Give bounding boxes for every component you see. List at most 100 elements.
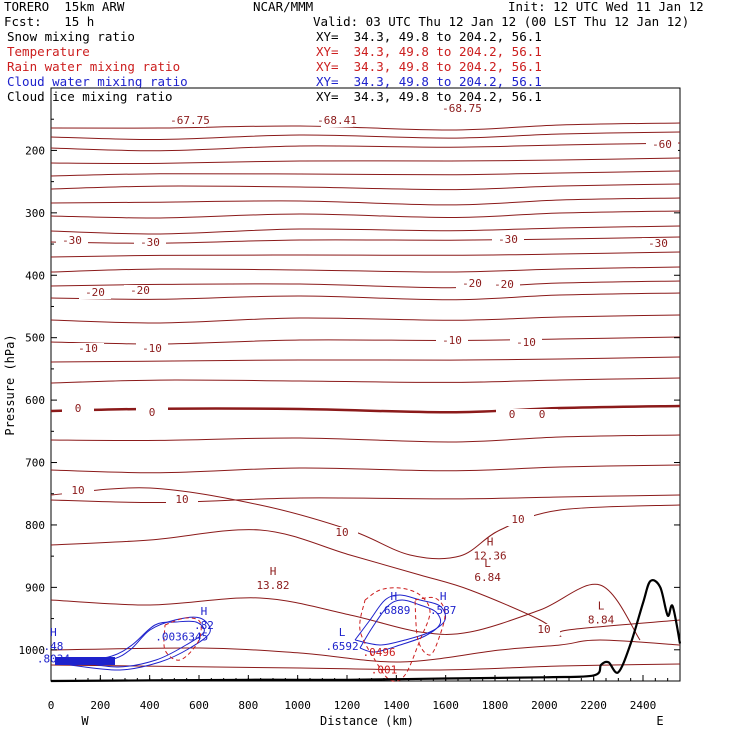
cloud-water-core [55,657,115,665]
isotherm-label: -20 [85,286,105,299]
extremum-value: .587 [430,604,457,617]
extremum-value: 13.82 [256,579,289,592]
isotherm-label: 10 [335,526,348,539]
init-time: Init: 12 UTC Wed 11 Jan 12 [508,0,704,14]
isotherm [50,639,681,663]
isotherm-label: 0 [539,408,546,421]
isotherm-label: -30 [140,236,160,249]
x-tick-label: 1000 [284,699,311,712]
field-xy-snow: XY= 34.3, 49.8 to 204.2, 56.1 [316,29,542,44]
isotherm-label-bg [436,335,468,347]
isotherm-label-bg [326,527,358,539]
isotherm-label-bg [62,403,94,415]
isotherm [50,356,681,363]
field-name-snow: Snow mixing ratio [7,29,135,44]
extremum-mark: H [440,590,447,603]
isotherm-label: -20 [462,277,482,290]
isotherm-label: -67.75 [170,114,210,127]
y-tick-label: 300 [25,207,45,220]
extremum-value: 6.84 [474,571,501,584]
isotherm [50,377,681,384]
terrain-line [50,579,682,683]
x-tick-label: 2000 [531,699,558,712]
isotherm-label-bg [502,514,534,526]
isotherm [50,142,681,152]
isotherm-label-bg [72,343,104,355]
x-tick-label: 1200 [334,699,361,712]
extremum-value: .6592 [326,640,359,653]
extremum-mark: L [598,600,605,613]
isotherm-label-bg [488,279,520,291]
plot-frame [50,87,681,682]
field-xy-temperature: XY= 34.3, 49.8 to 204.2, 56.1 [316,44,542,59]
isotherm [50,251,681,258]
isotherm-label-bg [136,343,168,355]
isotherm-label: -20 [130,284,150,297]
isotherm-label-bg [174,115,206,127]
extremum-value: 8.84 [588,614,615,627]
model-title: TORERO 15km ARW [4,0,125,14]
x-tick-label: 200 [90,699,110,712]
isotherm [50,434,681,443]
forecast-hour: Fcst: 15 h [4,14,95,29]
isotherm [50,464,681,474]
y-axis-label: Pressure (hPa) [3,334,17,435]
isotherm [50,225,681,235]
isotherm-label: 10 [71,484,84,497]
isotherm [50,663,681,671]
plot-header: TORERO 15km ARW NCAR/MMM Init: 12 UTC We… [0,0,740,110]
isotherm-label-bg [510,337,542,349]
isotherm-label: -20 [494,278,514,291]
isotherm-label: 0 [149,406,156,419]
x-tick-label: 800 [238,699,258,712]
y-tick-label: 200 [25,144,45,157]
x-axis-east-label: E [656,714,663,728]
isotherm [50,529,681,637]
isotherm [50,487,681,560]
cloud-water-contour [69,616,211,671]
moisture-contours [55,587,447,682]
y-tick-label: 800 [25,519,45,532]
field-xy-cloud-ice: XY= 34.3, 49.8 to 204.2, 56.1 [316,89,542,104]
isotherm [50,314,681,324]
y-tick-label: 600 [25,394,45,407]
cloud-water-contour [79,620,205,668]
extremum-value: 12.36 [474,549,507,562]
isotherm-label: -68.41 [317,114,357,127]
isotherm-label: -68.75 [442,102,482,115]
isotherm [50,266,681,273]
isotherm-label-bg [528,624,560,636]
field-name-cloud-ice: Cloud ice mixing ratio [7,89,173,104]
isotherm-label: -60 [652,138,672,151]
isotherm-label: -30 [498,233,518,246]
isotherm-label: -30 [648,237,668,250]
isotherm [50,280,681,289]
x-tick-label: 1400 [383,699,410,712]
isotherm-label-bg [62,485,94,497]
isotherm-label: -10 [78,342,98,355]
extremum-mark: H [50,626,57,639]
extremum-mark: H [201,605,208,618]
isotherm-label-bg [166,494,198,506]
isotherm-label-bg [134,237,166,249]
extremum-value: .6889 [377,604,410,617]
isotherm-label: 10 [175,493,188,506]
x-tick-label: 1800 [482,699,509,712]
isotherm-label-bg [321,115,353,127]
field-xy-cloud-water: XY= 34.3, 49.8 to 204.2, 56.1 [316,74,542,89]
x-axis-west-label: W [81,714,89,728]
y-tick-label: 500 [25,332,45,345]
extremum-mark: L [484,557,491,570]
isotherm-label-bg [642,238,674,250]
x-tick-label: 0 [48,699,55,712]
y-tick-label: 700 [25,457,45,470]
x-tick-label: 1600 [432,699,459,712]
isotherm [50,292,681,301]
isotherm-label-bg [496,409,528,421]
x-axis-label: Distance (km) [320,714,414,728]
isotherm [50,122,681,131]
valid-time: Valid: 03 UTC Thu 12 Jan 12 (00 LST Thu … [313,14,690,29]
y-tick-label: 900 [25,581,45,594]
terrain-profile [50,579,682,683]
